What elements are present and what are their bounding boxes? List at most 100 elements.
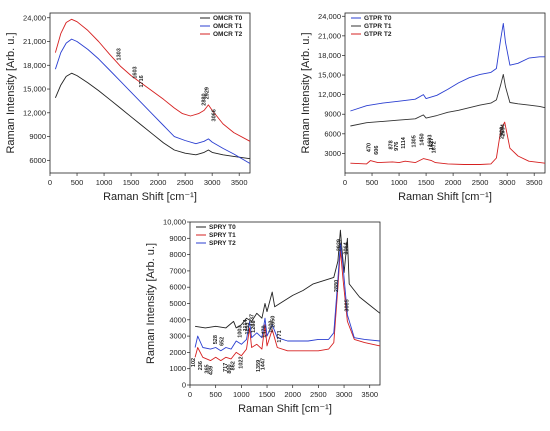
peak-label: 2880 xyxy=(334,280,340,292)
spry-chart: 0 500 1000 1500 2000 2500 3000 3500 0 1000 2000 300… xyxy=(145,218,381,415)
y-tick-label: 10,000 xyxy=(163,218,186,227)
peak-label: 1716 xyxy=(139,75,145,87)
y-tick-label: 2000 xyxy=(169,348,186,357)
series-line-spry-t2 xyxy=(194,242,381,352)
peak-label: 1603 xyxy=(268,321,274,333)
peak-label: 1672 xyxy=(431,141,437,153)
peak-label: 3064 xyxy=(343,241,349,254)
peak-label: 1627 xyxy=(429,138,435,150)
plot-frame xyxy=(344,12,546,174)
peak-label: 1261 xyxy=(251,321,257,333)
legend-entry: OMCR T2 xyxy=(213,31,243,38)
peak-label: 1114 xyxy=(243,319,249,332)
legend-entry: OMCR T0 xyxy=(213,15,243,22)
peak-label: 800 xyxy=(227,364,233,373)
y-tick-label: 9000 xyxy=(324,110,341,119)
y-tick-label: 15,000 xyxy=(318,71,341,80)
x-axis-title: Raman Shift [cm⁻¹] xyxy=(238,403,332,415)
x-tick-label: 3000 xyxy=(336,390,353,399)
y-tick-label: 15,000 xyxy=(23,85,46,94)
y-tick-label: 21,000 xyxy=(23,37,46,46)
legend-entry: GTPR T1 xyxy=(364,23,392,30)
series-line-spry-t0 xyxy=(195,229,381,329)
y-tick-label: 4000 xyxy=(169,315,186,324)
legend-entry: SPRY T0 xyxy=(209,224,236,231)
peak-label: 439 xyxy=(209,366,215,375)
x-tick-label: 2500 xyxy=(177,178,194,187)
legend-entry: GTPR T0 xyxy=(364,15,392,22)
x-tick-label: 500 xyxy=(366,178,379,187)
x-tick-label: 2500 xyxy=(472,178,489,187)
legend-entry: SPRY T1 xyxy=(209,232,236,239)
y-axis-title: Raman Intensity [Arb. u.] xyxy=(5,32,17,153)
y-tick-label: 24,000 xyxy=(23,13,46,22)
x-tick-label: 0 xyxy=(48,178,52,187)
x-tick-label: 1500 xyxy=(123,178,140,187)
omcr-chart: 0 500 1000 1500 2000 2500 3000 3500 6000 9000 12,0… xyxy=(5,12,251,203)
peak-label: 1305 xyxy=(412,135,418,147)
x-tick-label: 1000 xyxy=(233,390,250,399)
series-line-omcr-t0 xyxy=(54,72,251,160)
peak-label: 717 xyxy=(223,363,229,372)
x-tick-label: 3000 xyxy=(499,178,516,187)
peak-label: 3066 xyxy=(212,109,218,121)
peak-label: 1114 xyxy=(401,136,407,149)
x-tick-label: 1000 xyxy=(96,178,113,187)
peak-label: 976 xyxy=(394,142,400,151)
peak-label: 1450 xyxy=(419,133,425,145)
x-tick-label: 2500 xyxy=(310,390,327,399)
peak-label: 1771 xyxy=(277,330,283,342)
series-line-gtpr-t1 xyxy=(350,73,546,127)
x-tick-label: 2000 xyxy=(284,390,301,399)
peak-label: 1603 xyxy=(133,66,139,78)
peak-label: 2954 xyxy=(501,123,507,136)
peak-label: 652 xyxy=(219,337,225,346)
x-tick-label: 1500 xyxy=(259,390,276,399)
series-line-gtpr-t2 xyxy=(350,121,546,165)
x-tick-label: 0 xyxy=(188,390,192,399)
y-tick-label: 24,000 xyxy=(318,12,341,21)
peak-label: 528 xyxy=(213,335,219,344)
peak-label: 1153 xyxy=(245,323,251,335)
legend-entry: SPRY T2 xyxy=(209,240,236,247)
y-tick-label: 7000 xyxy=(169,266,186,275)
x-tick-label: 500 xyxy=(209,390,222,399)
peak-label: 2929 xyxy=(204,87,210,99)
peak-label: 862 xyxy=(230,361,236,370)
y-tick-label: 1000 xyxy=(169,364,186,373)
peak-label: 102 xyxy=(191,358,197,367)
peak-label: 1447 xyxy=(260,358,266,370)
y-tick-label: 3000 xyxy=(324,149,341,158)
x-tick-label: 1000 xyxy=(391,178,408,187)
y-tick-label: 0 xyxy=(182,381,186,390)
peak-label: 1022 xyxy=(239,356,245,368)
y-tick-label: 8000 xyxy=(169,250,186,259)
peak-label: 1470 xyxy=(262,325,268,337)
x-tick-label: 2000 xyxy=(150,178,167,187)
y-axis-title: Raman Intensity [Arb. u.] xyxy=(300,32,312,153)
x-tick-label: 1500 xyxy=(418,178,435,187)
y-tick-label: 3000 xyxy=(169,332,186,341)
x-tick-label: 500 xyxy=(71,178,84,187)
x-tick-label: 2000 xyxy=(445,178,462,187)
x-tick-label: 0 xyxy=(343,178,347,187)
peak-label: 2929 xyxy=(336,239,342,251)
peak-label: 2880 xyxy=(202,93,208,105)
x-axis-title: Raman Shift [cm⁻¹] xyxy=(103,191,197,203)
gtpr-chart: 0 500 1000 1500 2000 2500 3000 3500 3000 6000 9000… xyxy=(300,12,546,203)
peak-label: 1003 xyxy=(238,325,244,337)
x-tick-label: 3500 xyxy=(231,178,248,187)
y-axis-title: Raman Intensity [Arb. u.] xyxy=(145,243,157,364)
y-tick-label: 21,000 xyxy=(318,31,341,40)
x-tick-label: 3000 xyxy=(204,178,221,187)
x-tick-label: 3500 xyxy=(526,178,543,187)
legend-entry: OMCR T1 xyxy=(213,23,243,30)
peak-label: 1359 xyxy=(256,360,262,372)
peak-label: 236 xyxy=(198,361,204,370)
series-line-omcr-t2 xyxy=(54,18,251,142)
plot-frame xyxy=(49,12,251,174)
y-tick-label: 9000 xyxy=(169,234,186,243)
peak-label: 1650 xyxy=(271,316,277,328)
peak-label: 1237 xyxy=(250,314,256,326)
